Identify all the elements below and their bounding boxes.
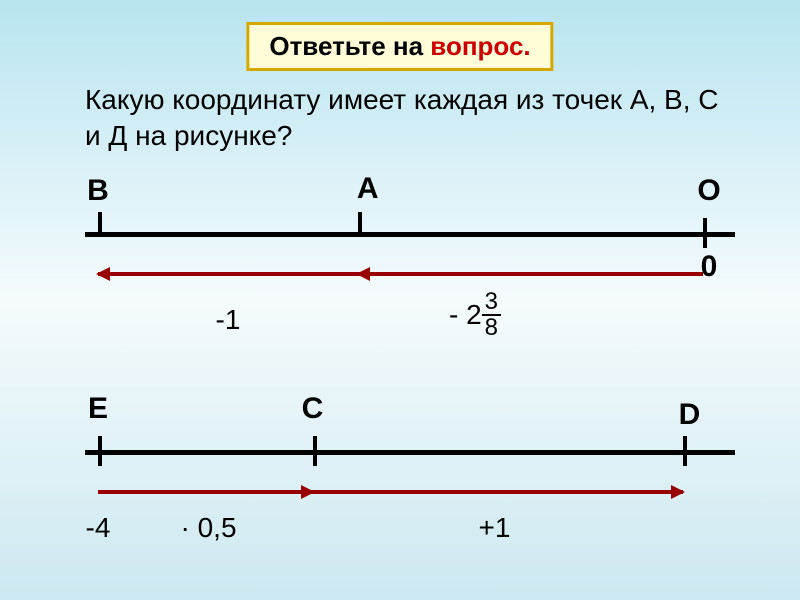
arrow-head	[671, 485, 685, 499]
tick-E	[98, 436, 102, 466]
arrow-AB	[98, 272, 358, 276]
label-E: Е	[88, 392, 108, 426]
arrow-CD	[313, 490, 684, 494]
axis-line-1	[85, 232, 735, 237]
title-prefix: Ответьте на	[269, 31, 423, 61]
title-box: Ответьте на вопрос.	[246, 22, 553, 71]
label-A: А	[357, 172, 379, 206]
frac-prefix: - 2	[449, 299, 482, 330]
question-text: Какую координату имеет каждая из точек А…	[85, 82, 740, 155]
value-plus1: +1	[479, 512, 511, 544]
label-B: В	[87, 174, 109, 208]
label-O: О	[697, 174, 720, 208]
value-mixed-frac: - 238	[449, 290, 501, 340]
tick-B	[98, 212, 102, 234]
tick-O	[703, 218, 707, 248]
fraction: 38	[482, 290, 501, 340]
axis-line-2	[85, 450, 735, 455]
label-E-minus4: -4	[86, 512, 111, 544]
frac-den: 8	[482, 316, 501, 340]
tick-D	[683, 436, 687, 466]
title-highlight: вопрос.	[423, 31, 531, 61]
tick-C	[313, 436, 317, 466]
label-C: С	[302, 392, 324, 426]
frac-num: 3	[482, 290, 501, 316]
arrow-head	[356, 267, 370, 281]
label-D: D	[679, 398, 701, 432]
arrow-EC	[98, 490, 313, 494]
arrow-OA	[358, 272, 703, 276]
value-times-0-5: · 0,5	[180, 512, 236, 544]
arrow-head	[96, 267, 110, 281]
value-minus1: -1	[216, 304, 241, 336]
label-O-zero: 0	[701, 250, 718, 284]
tick-A	[358, 212, 362, 234]
